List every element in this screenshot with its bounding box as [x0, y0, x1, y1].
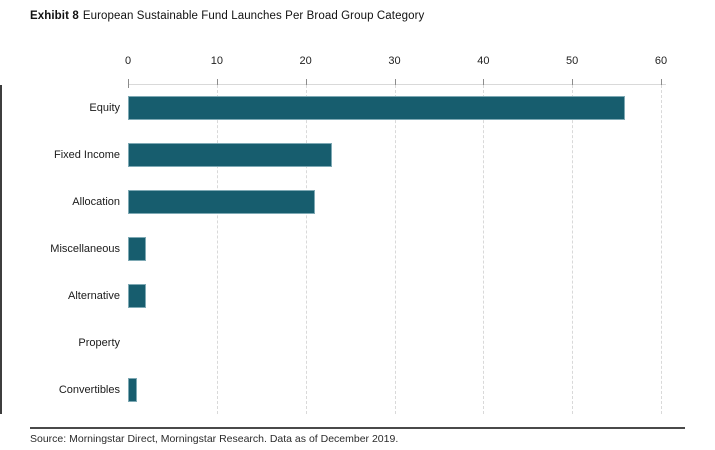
exhibit-title: Exhibit 8 European Sustainable Fund Launc… [30, 9, 424, 23]
x-tick-mark [661, 79, 662, 88]
footer-divider [30, 427, 685, 429]
vertical-gridline [305, 85, 307, 414]
x-tick-label: 30 [388, 55, 401, 67]
x-tick-mark [128, 79, 129, 88]
x-tick-label: 50 [566, 55, 579, 67]
x-tick-mark [305, 79, 307, 88]
table-row: Fixed Income [0, 132, 715, 179]
vertical-gridline [572, 85, 574, 414]
x-axis-line [128, 84, 666, 85]
table-row: Miscellaneous [0, 226, 715, 273]
bar-equity [128, 96, 626, 121]
category-label: Alternative [68, 290, 120, 302]
vertical-gridline [661, 85, 662, 414]
source-note: Source: Morningstar Direct, Morningstar … [30, 433, 399, 445]
x-tick-mark [394, 79, 396, 88]
vertical-gridline [483, 85, 485, 414]
vertical-gridline [216, 85, 218, 414]
x-tick-label: 40 [477, 55, 490, 67]
bar-alternative [128, 283, 146, 308]
bar-allocation [128, 190, 315, 215]
table-row: Convertibles [0, 366, 715, 413]
bar-miscellaneous [128, 237, 146, 262]
x-tick-mark [572, 79, 574, 88]
exhibit-number: Exhibit 8 [30, 10, 79, 22]
category-label: Miscellaneous [50, 243, 120, 256]
table-row: Equity [0, 85, 715, 132]
bar-rows: Equity Fixed Income Allocation Miscellaneou… [0, 85, 715, 413]
category-label: Allocation [72, 196, 120, 209]
x-tick-label: 0 [124, 55, 132, 67]
x-tick-mark [483, 79, 485, 88]
x-tick-mark [216, 79, 218, 88]
category-label: Convertibles [58, 383, 120, 396]
table-row: Property [0, 319, 715, 366]
category-label: Fixed Income [53, 149, 120, 162]
category-label: Property [78, 336, 120, 349]
y-axis-line [0, 85, 2, 414]
x-tick-label: 60 [654, 55, 668, 67]
exhibit-title-text: European Sustainable Fund Launches Per B… [82, 10, 425, 22]
category-label: Equity [89, 102, 120, 115]
table-row: Allocation [0, 179, 715, 226]
bar-fixed-income [128, 143, 333, 168]
bar-convertibles [128, 377, 137, 402]
vertical-gridline [394, 85, 396, 414]
table-row: Alternative [0, 273, 715, 320]
x-tick-label: 10 [210, 55, 223, 67]
x-tick-label: 20 [299, 55, 312, 67]
